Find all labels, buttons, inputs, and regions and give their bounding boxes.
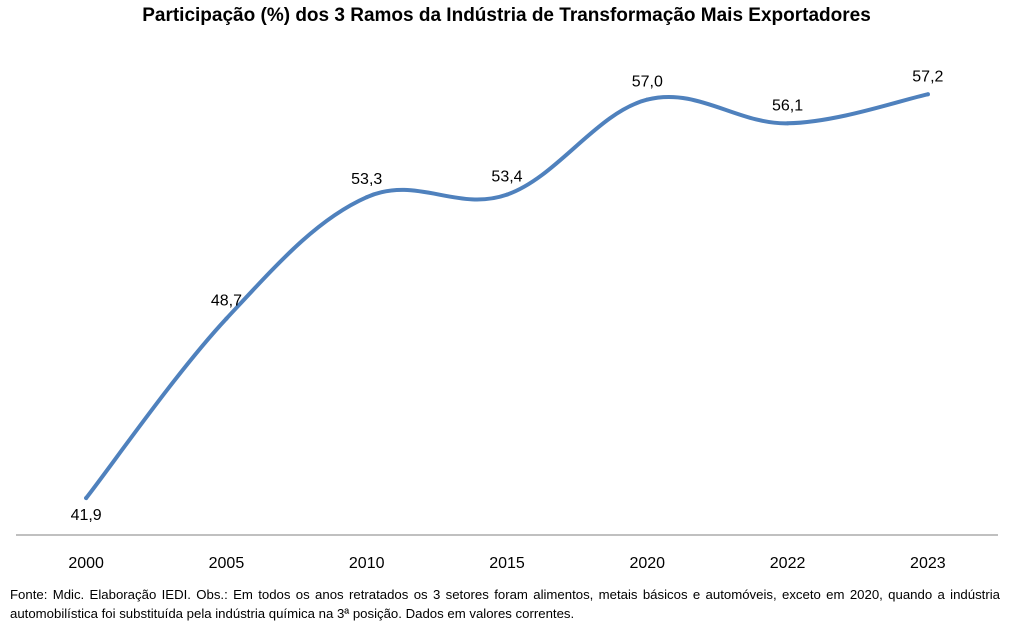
source-footnote: Fonte: Mdic. Elaboração IEDI. Obs.: Em t… <box>10 587 1000 621</box>
x-tick-label: 2010 <box>349 555 385 572</box>
x-tick-label: 2015 <box>489 555 525 572</box>
chart-title: Participação (%) dos 3 Ramos da Indústri… <box>142 5 871 26</box>
data-point <box>785 121 790 126</box>
data-label: 53,3 <box>351 171 382 188</box>
data-label: 48,7 <box>211 293 242 310</box>
data-point <box>364 195 369 200</box>
x-tick-label: 2020 <box>629 555 665 572</box>
data-label: 41,9 <box>71 507 102 524</box>
data-point <box>84 496 89 501</box>
data-point <box>645 97 650 102</box>
data-label: 57,2 <box>912 68 943 85</box>
data-label: 53,4 <box>491 169 522 186</box>
x-tick-label: 2000 <box>68 555 104 572</box>
data-point <box>224 316 229 321</box>
x-tick-label: 2023 <box>910 555 946 572</box>
x-tick-label: 2022 <box>770 555 806 572</box>
data-point <box>505 192 509 197</box>
data-point <box>925 92 930 97</box>
data-label: 57,0 <box>632 74 663 91</box>
data-label: 56,1 <box>772 97 803 114</box>
x-tick-label: 2005 <box>209 555 245 572</box>
